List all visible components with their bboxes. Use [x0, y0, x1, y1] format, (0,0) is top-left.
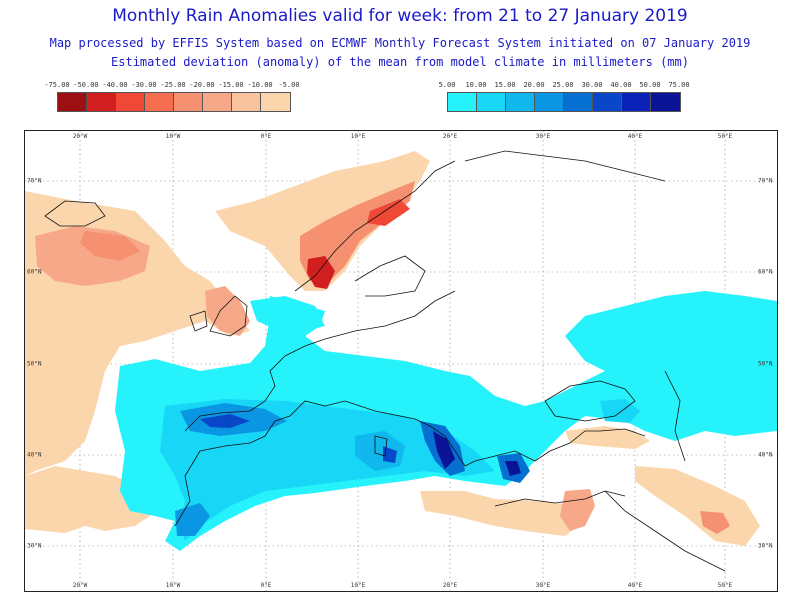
latitude-label: 70°N — [758, 177, 773, 185]
longitude-label: 20°W — [72, 133, 88, 140]
latitude-label: 40°N — [758, 451, 773, 459]
legend-swatch — [506, 93, 535, 111]
north-africa-dry-region — [420, 491, 585, 536]
legend-label: -20.00 — [189, 81, 215, 89]
central-europe-wet-region — [250, 296, 325, 331]
north-atlantic-dry-inner — [80, 231, 140, 261]
legend-negative-swatches — [57, 92, 291, 112]
map-title: Monthly Rain Anomalies valid for week: f… — [112, 6, 688, 26]
longitude-label: 30°E — [535, 582, 551, 589]
longitude-label: 40°E — [627, 133, 643, 140]
sardinia-wet-center — [383, 446, 397, 463]
balearic-wet-center — [200, 414, 250, 428]
legend-swatch — [651, 93, 680, 111]
legend-swatch — [203, 93, 232, 111]
arabia-dry-region — [635, 466, 760, 546]
norway-dry-ridge — [367, 199, 410, 226]
longitude-label: 0°E — [260, 582, 272, 589]
longitude-label: 20°E — [442, 582, 458, 589]
longitude-label: 10°E — [350, 582, 366, 589]
aegean-wet-center — [505, 461, 521, 476]
legend-swatch — [87, 93, 116, 111]
map-panel: 20°W 10°W 0°E 10°E 20°E 30°E 40°E 50°E 2… — [24, 130, 778, 592]
latitude-label: 70°N — [27, 177, 42, 185]
longitude-label: 0°E — [260, 133, 272, 140]
legend-label: 25.00 — [552, 81, 574, 89]
latitude-label: 30°N — [758, 542, 773, 550]
legend-negative-anomaly: -75.00 -50.00 -40.00 -30.00 -25.00 -20.0… — [44, 81, 300, 112]
legend-label: -25.00 — [160, 81, 186, 89]
legend-swatch — [232, 93, 261, 111]
legend-swatch — [535, 93, 564, 111]
latitude-label: 30°N — [27, 542, 42, 550]
mediterranean-wet-mid — [160, 399, 495, 541]
legend-label: -10.00 — [247, 81, 273, 89]
legend-label: 15.00 — [494, 81, 516, 89]
legend-label: 5.00 — [438, 81, 456, 89]
legend-swatch — [622, 93, 651, 111]
legend-label: 30.00 — [581, 81, 603, 89]
legend-label: 40.00 — [610, 81, 632, 89]
scandinavia-dry-region — [215, 151, 430, 291]
legend-swatch — [564, 93, 593, 111]
libya-egypt-dry-core — [560, 489, 595, 531]
legend-swatch — [116, 93, 145, 111]
legend-label: -15.00 — [218, 81, 244, 89]
legend-label: 10.00 — [465, 81, 487, 89]
longitude-label: 30°E — [535, 133, 551, 140]
latitude-label: 50°N — [27, 360, 42, 368]
latitude-label: 50°N — [758, 360, 773, 368]
legend-swatch — [261, 93, 290, 111]
map-subtitle-processing: Map processed by EFFIS System based on E… — [49, 36, 751, 50]
map-subtitle-units: Estimated deviation (anomaly) of the mea… — [111, 55, 689, 69]
arabia-dry-core — [700, 511, 730, 534]
anomaly-map — [25, 131, 777, 591]
legend-swatch — [477, 93, 506, 111]
legend-label: -75.00 — [44, 81, 70, 89]
longitude-label: 10°E — [350, 133, 366, 140]
longitude-label: 50°E — [717, 582, 733, 589]
legend-label: -50.00 — [73, 81, 99, 89]
latitude-label: 40°N — [27, 451, 42, 459]
latitude-label: 60°N — [758, 268, 773, 276]
legend-swatch — [145, 93, 174, 111]
legend-swatch — [174, 93, 203, 111]
legend-swatch — [593, 93, 622, 111]
longitude-label: 20°W — [72, 582, 88, 589]
longitude-label: 40°E — [627, 582, 643, 589]
legend-positive-swatches — [447, 92, 681, 112]
legend-label: 75.00 — [668, 81, 690, 89]
british-isles-dry-region — [205, 286, 250, 336]
legend-negative-labels: -75.00 -50.00 -40.00 -30.00 -25.00 -20.0… — [44, 81, 299, 91]
legend-swatch — [58, 93, 87, 111]
legend-label: -40.00 — [102, 81, 128, 89]
longitude-label: 10°W — [165, 582, 181, 589]
legend-label: 50.00 — [639, 81, 661, 89]
legend-label: 20.00 — [523, 81, 545, 89]
legend-positive-labels: 5.00 10.00 15.00 20.00 25.00 30.00 40.00… — [439, 81, 690, 91]
legend-label: -5.00 — [278, 81, 300, 89]
anatolia-dry-region — [565, 426, 650, 449]
longitude-label: 10°W — [165, 133, 181, 140]
legend-label: -30.00 — [131, 81, 157, 89]
ionian-wet-center — [433, 431, 455, 469]
negative-anomaly-regions — [25, 151, 760, 546]
positive-anomaly-regions — [115, 291, 777, 551]
coastlines — [44, 150, 726, 572]
longitude-label: 20°E — [442, 133, 458, 140]
longitude-label: 50°E — [717, 133, 733, 140]
norway-dry-center — [307, 256, 335, 289]
legend-swatch — [448, 93, 477, 111]
legend-positive-anomaly: 5.00 10.00 15.00 20.00 25.00 30.00 40.00… — [439, 81, 690, 112]
latitude-label: 60°N — [27, 268, 42, 276]
